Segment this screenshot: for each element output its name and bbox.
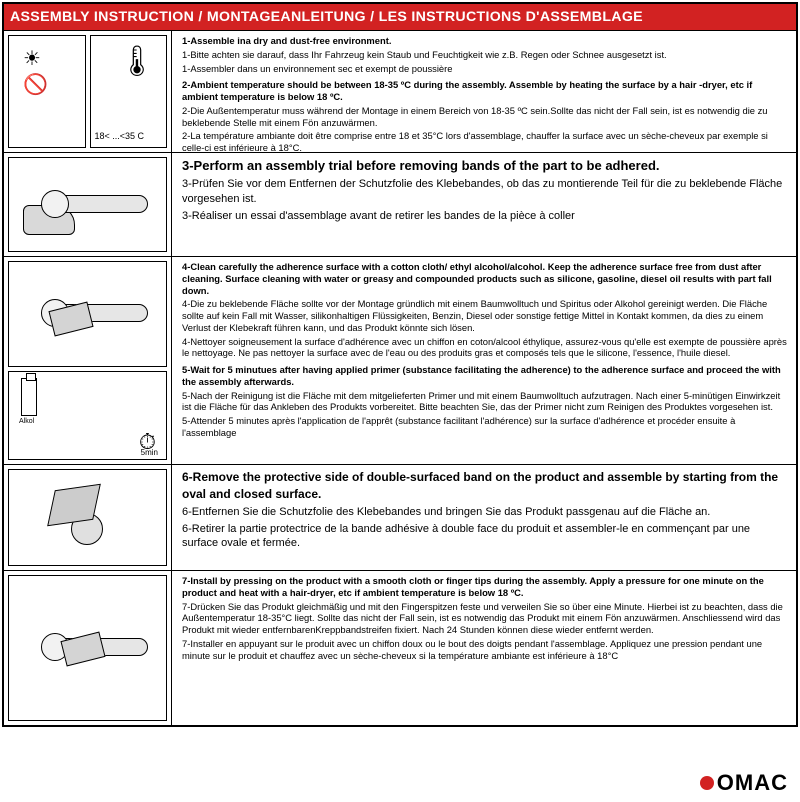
primer-bottle-icon — [21, 378, 37, 416]
illustration-cell-1: 18< ...<35 C — [4, 31, 172, 152]
press-cloth-icon — [60, 632, 105, 667]
step4-en: 4-Clean carefully the adherence surface … — [182, 261, 772, 296]
thermometer-icon — [118, 44, 156, 79]
weather-icon-box — [8, 35, 86, 148]
step7-de: 7-Drücken Sie das Produkt gleichmäßig un… — [182, 601, 783, 636]
text-cell-3: 4-Clean carefully the adherence surface … — [172, 257, 796, 464]
step6-fr: 6-Retirer la partie protectrice de la ba… — [182, 523, 750, 550]
logo-text: OMAC — [717, 770, 788, 796]
step3-fr: 3-Réaliser un essai d'assemblage avant d… — [182, 210, 575, 222]
brand-logo: OMAC — [700, 770, 788, 796]
primer-wait-icon: Alkol 5min — [8, 371, 167, 460]
step3-en: 3-Perform an assembly trial before remov… — [182, 158, 660, 173]
illustration-cell-4 — [4, 465, 172, 570]
sun-icon — [23, 46, 47, 70]
text-cell-5: 7-Install by pressing on the product wit… — [172, 571, 796, 725]
step4-de: 4-Die zu beklebende Fläche sollte vor de… — [182, 298, 767, 333]
step-row-1: 18< ...<35 C 1-Assemble ina dry and dust… — [4, 31, 796, 153]
step6-en: 6-Remove the protective side of double-s… — [182, 470, 778, 501]
illustration-cell-5 — [4, 571, 172, 725]
step-row-2: 3-Perform an assembly trial before remov… — [4, 153, 796, 257]
step7-fr: 7-Installer en appuyant sur le produit a… — [182, 638, 762, 661]
press-install-icon — [8, 575, 167, 721]
text-cell-2: 3-Perform an assembly trial before remov… — [172, 153, 796, 256]
step2-fr: 2-La température ambiante doit être comp… — [182, 130, 768, 153]
assembly-trial-icon — [8, 157, 167, 252]
instruction-page: ASSEMBLY INSTRUCTION / MONTAGEANLEITUNG … — [2, 2, 798, 727]
step2-de: 2-Die Außentemperatur muss während der M… — [182, 105, 768, 128]
step-row-3: Alkol 5min 4-Clean carefully the adheren… — [4, 257, 796, 465]
no-rain-icon — [23, 72, 48, 97]
text-cell-4: 6-Remove the protective side of double-s… — [172, 465, 796, 570]
page-title: ASSEMBLY INSTRUCTION / MONTAGEANLEITUNG … — [4, 4, 796, 31]
step5-de: 5-Nach der Reinigung ist die Fläche mit … — [182, 390, 780, 413]
step2-en: 2-Ambient temperature should be between … — [182, 79, 752, 102]
logo-dot-icon — [700, 776, 714, 790]
temperature-icon-box: 18< ...<35 C — [90, 35, 168, 148]
step-row-5: 7-Install by pressing on the product wit… — [4, 571, 796, 725]
clean-surface-icon — [8, 261, 167, 367]
illustration-cell-2 — [4, 153, 172, 256]
step4-fr: 4-Nettoyer soigneusement la surface d'ad… — [182, 336, 787, 359]
peel-icon — [43, 483, 133, 553]
step-row-4: 6-Remove the protective side of double-s… — [4, 465, 796, 571]
temp-range-label: 18< ...<35 C — [95, 131, 145, 141]
illustration-cell-3: Alkol 5min — [4, 257, 172, 464]
step6-de: 6-Entfernen Sie die Schutzfolie des Kleb… — [182, 506, 710, 518]
step5-fr: 5-Attender 5 minutes après l'application… — [182, 415, 735, 438]
step1-fr: 1-Assembler dans un environnement sec et… — [182, 63, 452, 74]
step1-en: 1-Assemble ina dry and dust-free environ… — [182, 35, 391, 46]
step5-en: 5-Wait for 5 minutues after having appli… — [182, 364, 781, 387]
timer-label: 5min — [141, 448, 158, 457]
step7-en: 7-Install by pressing on the product wit… — [182, 575, 764, 598]
step1-de: 1-Bitte achten sie darauf, dass Ihr Fahr… — [182, 49, 667, 60]
remove-protective-icon — [8, 469, 167, 566]
primer-label: Alkol — [19, 418, 34, 425]
text-cell-1: 1-Assemble ina dry and dust-free environ… — [172, 31, 796, 152]
step3-de: 3-Prüfen Sie vor dem Entfernen der Schut… — [182, 178, 782, 205]
